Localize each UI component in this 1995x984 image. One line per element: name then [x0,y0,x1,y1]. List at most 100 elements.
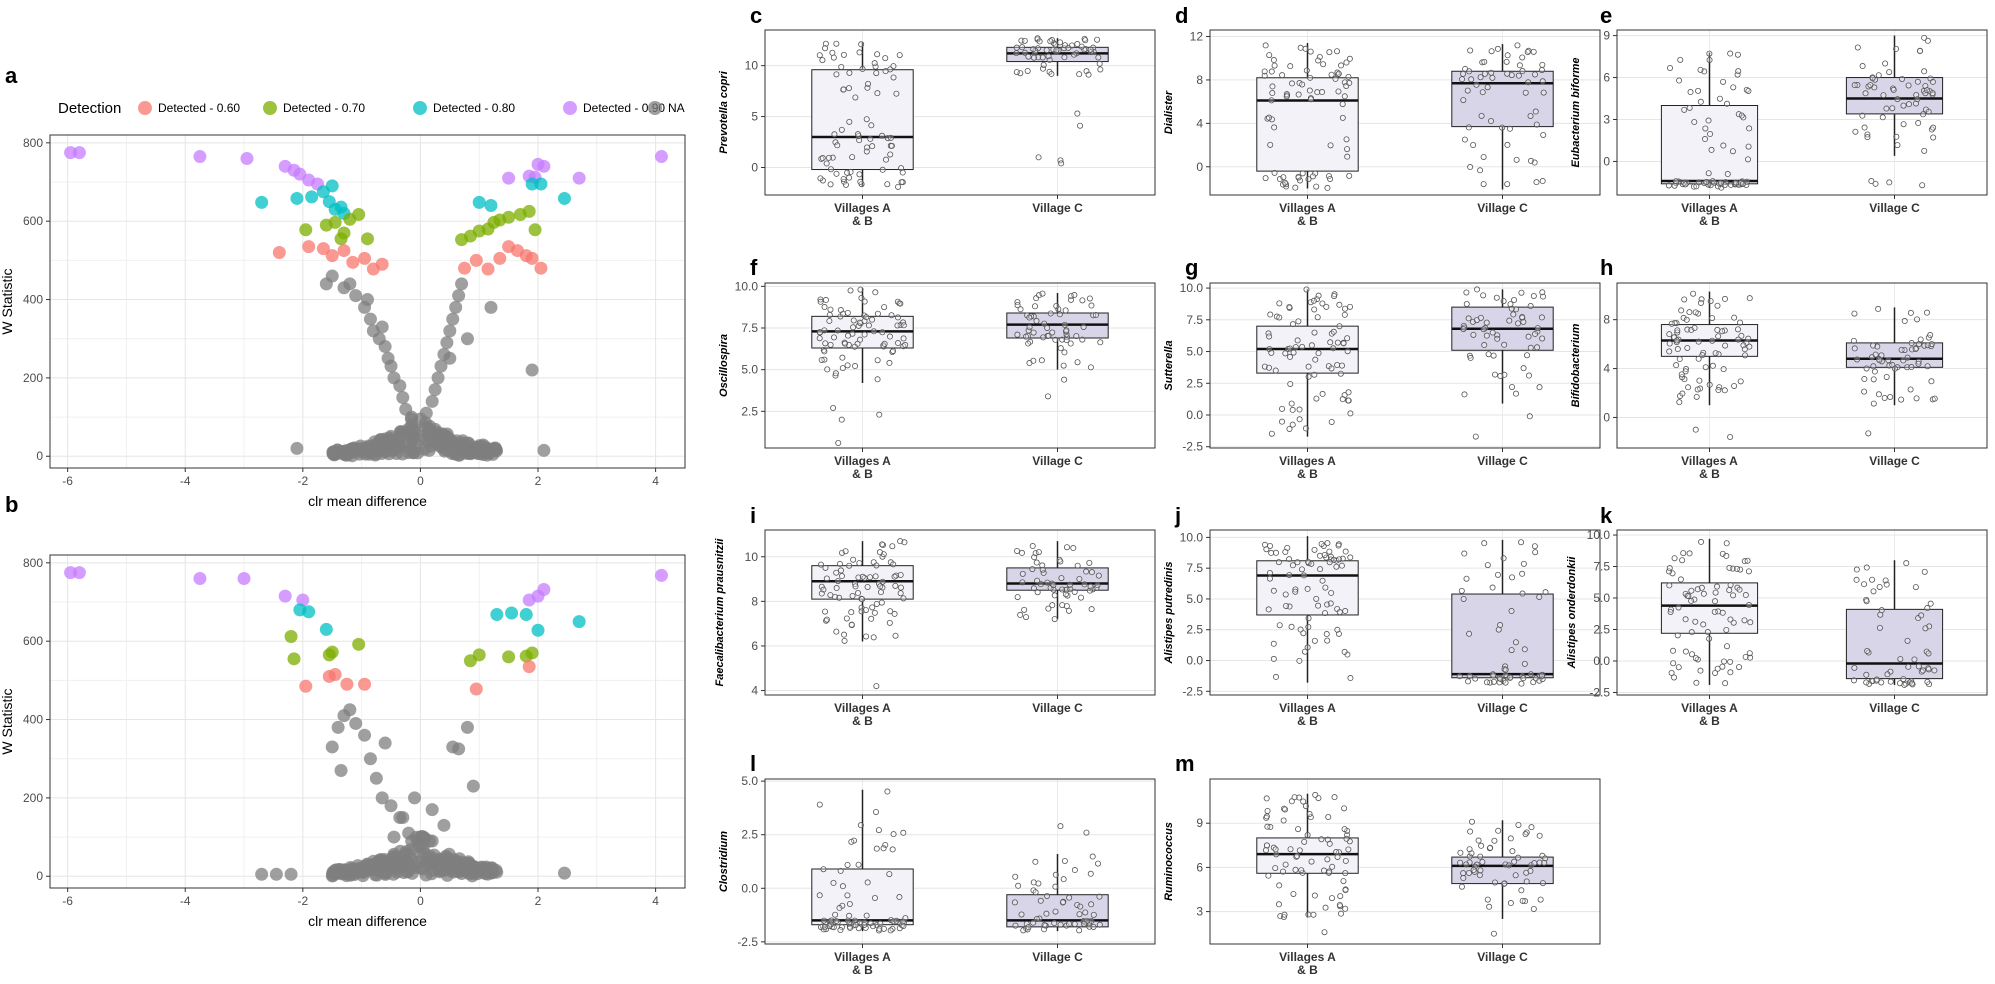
data-point [1742,352,1749,359]
data-point [1289,562,1296,569]
category-label: Villages A & B [1681,701,1738,728]
data-point [822,296,829,303]
data-point [880,845,887,852]
data-point [1900,676,1907,683]
data-point [1699,352,1706,359]
data-point [1265,114,1272,121]
detected-point [493,251,507,265]
data-point [1746,295,1753,302]
data-point [886,333,893,340]
data-point [1911,656,1918,663]
data-point [1519,570,1526,577]
data-point [1894,142,1901,149]
data-point [833,71,840,78]
data-point [1894,96,1901,103]
data-point [1494,571,1501,578]
na-point [449,300,463,314]
data-point [1025,327,1032,334]
y-tick-label: 4 [751,684,758,698]
data-point [852,363,859,370]
data-point [1488,48,1495,55]
data-point [882,841,889,848]
data-point [859,573,866,580]
data-point [865,80,872,87]
data-point [1872,180,1879,187]
y-tick-label: 6 [751,639,758,653]
na-point [290,441,304,455]
x-axis-title: clr mean difference [308,913,427,929]
data-point [1729,148,1736,155]
category-label: Villages A & B [834,454,891,481]
data-point [1468,818,1475,825]
data-point [1079,297,1086,304]
data-point [816,801,823,808]
data-point [1735,111,1742,118]
y-tick-label: 3 [1603,112,1610,126]
data-point [1536,832,1543,839]
data-point [1057,921,1064,928]
jitter-points [1460,286,1547,440]
data-point [1338,62,1345,69]
data-point [1511,296,1518,303]
data-point [1918,612,1925,619]
data-point [1898,396,1905,403]
data-point [1320,61,1327,68]
data-point [836,904,843,911]
data-point [1682,616,1689,623]
data-point [837,867,844,874]
data-point [1698,538,1705,545]
data-point [1283,602,1290,609]
data-point [1673,362,1680,369]
data-point [1271,62,1278,69]
data-point [1873,676,1880,683]
data-point [1306,87,1313,94]
data-point [1311,637,1318,644]
data-point [1341,648,1348,655]
category-label-line: & B [1699,467,1720,481]
data-point [1735,336,1742,343]
jitter-points [816,788,909,934]
data-point [1667,64,1674,71]
y-tick-label: 9 [1603,29,1610,43]
na-point [382,433,396,447]
y-tick-label: 8 [751,594,758,608]
data-point [1346,80,1353,87]
data-point [893,917,900,924]
data-point [1870,400,1877,407]
data-point [1081,581,1088,588]
data-point [1539,178,1546,185]
data-point [817,298,824,305]
data-point [1344,348,1351,355]
data-point [1692,618,1699,625]
detected-points [64,566,668,607]
data-point [858,41,865,48]
data-point [1850,337,1857,344]
detected-point [358,677,372,691]
data-point [1040,61,1047,68]
detected-point [328,215,342,229]
data-point [1306,811,1313,818]
data-point [1461,550,1468,557]
category-label-line: & B [1297,714,1318,728]
data-point [1711,179,1718,186]
data-point [1341,311,1348,318]
y-axis-title: Clostridium [718,831,730,892]
data-point [881,340,888,347]
data-point [881,304,888,311]
data-point [1481,342,1488,349]
data-point [1342,870,1349,877]
data-point [1861,124,1868,131]
data-point [1488,69,1495,76]
data-point [837,307,844,314]
data-point [1518,887,1525,894]
na-point [334,763,348,777]
data-point [1881,394,1888,401]
data-point [1490,672,1497,679]
x-tick-label: 2 [535,474,542,488]
data-point [1712,669,1719,676]
na-point [449,854,463,868]
data-point [879,166,886,173]
data-point [900,922,907,929]
data-point [1026,360,1033,367]
